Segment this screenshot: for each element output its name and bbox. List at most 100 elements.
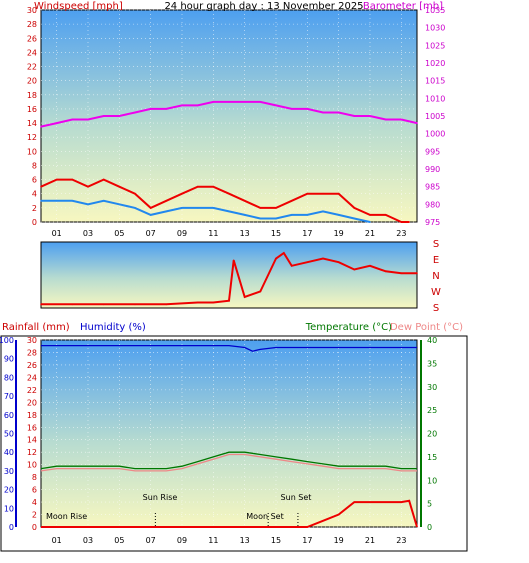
hour-tick-label: 17	[302, 536, 312, 545]
hour-tick-label: 03	[83, 536, 93, 545]
data-point	[55, 200, 58, 202]
wind-tick-label: 28	[27, 20, 37, 29]
data-point	[322, 192, 324, 195]
barometer-tick-label: 1020	[425, 59, 445, 68]
temperature-tick-label: 0	[427, 523, 432, 532]
wind-tick-label: 20	[27, 77, 37, 86]
data-point	[102, 115, 105, 117]
data-point	[40, 185, 42, 188]
hour-tick-label: 23	[396, 229, 406, 238]
hour-tick-label: 09	[177, 536, 187, 545]
data-point	[181, 207, 183, 209]
data-point	[196, 104, 199, 107]
hour-tick-label: 11	[208, 229, 218, 238]
hour-tick-label: 01	[52, 229, 62, 238]
hour-tick-label: 13	[240, 536, 250, 545]
chart-title: 24 hour graph day : 13 November 2025	[164, 1, 363, 12]
rain-tick-label: 26	[27, 361, 37, 370]
data-point	[134, 111, 136, 114]
barometer-tick-label: 1010	[425, 94, 445, 103]
rain-tick-label: 10	[27, 461, 37, 470]
data-point	[306, 108, 309, 110]
direction-point	[196, 301, 199, 304]
data-point	[71, 118, 74, 121]
barometer-tick-label: 1005	[425, 112, 445, 121]
rain-tick-label: 20	[27, 398, 37, 407]
compass-tick-label: S	[433, 239, 439, 250]
humidity-label: Humidity (%)	[80, 322, 146, 333]
humidity-tick-label: 10	[4, 504, 14, 513]
rain-tick-label: 0	[32, 523, 37, 532]
direction-point	[384, 270, 387, 273]
moon-set-label: Moon Set	[246, 512, 283, 521]
temperature-label: Temperature (°C)	[305, 322, 392, 333]
data-point	[259, 101, 262, 103]
rain-tick-label: 8	[32, 473, 37, 482]
wind-tick-label: 12	[27, 133, 37, 142]
data-point	[134, 207, 136, 209]
data-point	[243, 200, 246, 202]
hour-tick-label: 01	[52, 536, 62, 545]
wind-tick-label: 26	[27, 34, 37, 43]
rainfall-label: Rainfall (mm)	[2, 322, 70, 333]
wind-tick-label: 18	[27, 91, 37, 100]
humidity-tick-label: 90	[4, 355, 14, 364]
series-line-average-wind	[41, 199, 371, 223]
data-point	[228, 210, 230, 213]
hour-tick-label: 13	[240, 229, 250, 238]
compass-tick-label: N	[432, 271, 439, 282]
rain-tick-label: 2	[32, 511, 37, 520]
barometer-tick-label: 990	[425, 165, 440, 174]
direction-point	[259, 290, 262, 293]
hour-tick-label: 19	[334, 536, 344, 545]
rain-tick-label: 18	[27, 411, 37, 420]
humidity-tick-label: 50	[4, 430, 14, 439]
hour-tick-label: 03	[83, 229, 93, 238]
temperature-tick-label: 5	[427, 500, 432, 509]
temperature-tick-label: 25	[427, 406, 437, 415]
hour-tick-label: 11	[208, 536, 218, 545]
series-line-humidity-	[41, 344, 417, 352]
data-point	[165, 200, 168, 202]
dewpoint-label: Dew Point (°C)	[390, 322, 463, 333]
temperature-tick-label: 35	[427, 359, 437, 368]
data-point	[181, 192, 183, 195]
data-point	[87, 118, 89, 121]
direction-point	[353, 268, 356, 271]
barometer-tick-label: 980	[425, 200, 440, 209]
barometer-tick-label: 975	[425, 218, 440, 227]
data-point	[196, 185, 199, 188]
data-point	[181, 104, 183, 107]
wind-tick-label: 24	[27, 48, 37, 57]
data-point	[212, 185, 215, 188]
data-point	[40, 125, 42, 128]
data-point	[71, 178, 74, 181]
wind-tick-label: 6	[32, 176, 37, 185]
data-point	[290, 214, 293, 216]
direction-point	[71, 303, 74, 306]
rain-tick-label: 14	[27, 436, 37, 445]
humidity-tick-label: 30	[4, 467, 14, 476]
data-point	[400, 221, 403, 223]
data-point	[118, 115, 121, 117]
data-point	[40, 200, 42, 202]
data-point	[322, 111, 324, 114]
data-point	[290, 108, 293, 110]
rain-tick-label: 4	[32, 498, 37, 507]
data-point	[369, 221, 371, 223]
data-point	[322, 210, 324, 213]
data-point	[369, 115, 371, 117]
data-point	[228, 192, 230, 195]
data-point	[416, 122, 418, 124]
rain-tick-label: 6	[32, 486, 37, 495]
hour-tick-label: 07	[146, 536, 156, 545]
data-point	[306, 214, 309, 216]
data-point	[337, 192, 340, 195]
compass-tick-label: W	[431, 287, 441, 298]
direction-point	[337, 261, 340, 263]
humidity-tick-label: 100	[0, 336, 14, 345]
direction-point	[40, 303, 42, 306]
data-point	[212, 207, 215, 209]
data-point	[400, 118, 403, 121]
barometer-tick-label: 1035	[425, 6, 445, 15]
